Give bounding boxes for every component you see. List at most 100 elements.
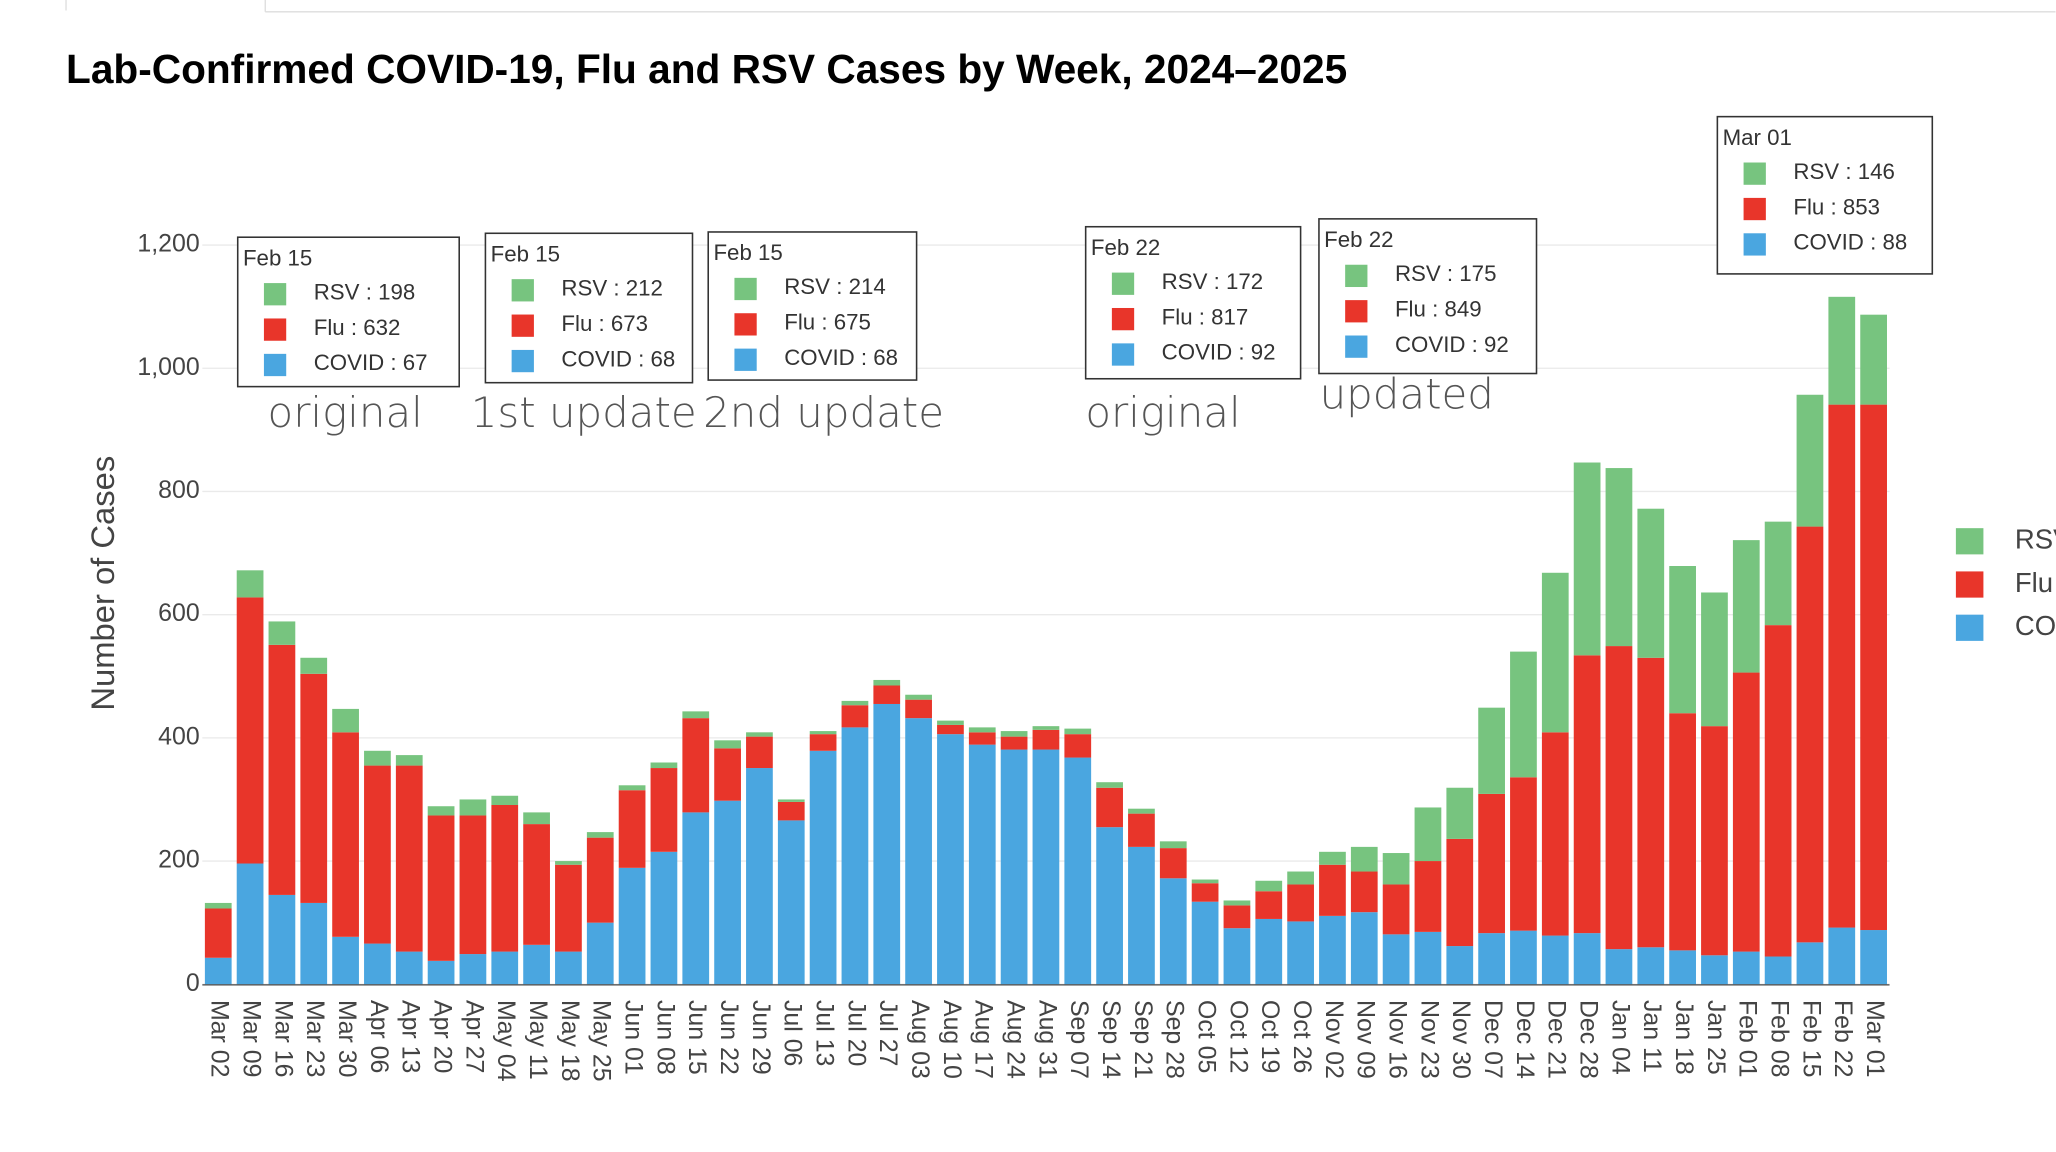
tooltip-item: COVID : 68 xyxy=(561,346,675,371)
x-tick-label: Oct 26 xyxy=(1288,1000,1316,1073)
bar-segment xyxy=(364,750,391,766)
bar-segment xyxy=(1191,883,1219,902)
bar-segment xyxy=(1319,851,1346,865)
bar-segment xyxy=(1159,841,1187,849)
bar-segment xyxy=(1732,540,1760,673)
bar-segment xyxy=(873,685,901,704)
bar-segment xyxy=(1000,736,1028,750)
bar-segment xyxy=(746,732,773,737)
x-tick-label: Oct 05 xyxy=(1193,1000,1221,1073)
x-tick-label: Dec 07 xyxy=(1479,1000,1507,1079)
tooltip-item: RSV : 198 xyxy=(314,279,415,304)
tooltip-swatch xyxy=(511,349,534,373)
bar-segment xyxy=(968,732,996,745)
x-tick-label: Jan 04 xyxy=(1606,1000,1634,1075)
bar-segment xyxy=(1128,808,1155,814)
bar-segment xyxy=(1255,918,1283,985)
bar-segment xyxy=(937,724,964,735)
bar-segment xyxy=(555,861,582,865)
bar-segment xyxy=(682,718,710,813)
x-tick-label: Feb 15 xyxy=(1797,1000,1825,1078)
tooltip-swatch xyxy=(263,318,287,341)
bar-segment xyxy=(236,863,264,985)
bar-segment xyxy=(1510,651,1537,778)
bar-segment xyxy=(1223,905,1251,929)
bar-segment xyxy=(1032,729,1060,750)
x-tick-label: Apr 27 xyxy=(460,1000,488,1073)
bar-segment xyxy=(905,694,932,700)
bar-segment xyxy=(873,679,901,686)
bar-segment xyxy=(650,768,678,852)
bar-segment xyxy=(618,790,646,868)
tooltip-item: Flu : 849 xyxy=(1395,296,1482,321)
tooltip-caption: updated xyxy=(1320,370,1494,419)
x-tick-label: Dec 14 xyxy=(1511,1000,1539,1079)
x-tick-label: May 25 xyxy=(588,1000,616,1082)
x-tick-label: Sep 07 xyxy=(1065,1000,1093,1079)
tooltip-item: COVID : 68 xyxy=(784,345,898,370)
bar-segment xyxy=(1860,930,1887,985)
bar-segment xyxy=(618,867,646,985)
bar-segment xyxy=(1128,846,1155,985)
bar-segment xyxy=(968,744,996,985)
x-tick-label: Jan 25 xyxy=(1702,1000,1730,1075)
bar-segment xyxy=(204,908,232,958)
bar-segment xyxy=(1191,879,1219,884)
bar-segment xyxy=(1223,928,1251,985)
bar-segment xyxy=(523,812,550,825)
bar-segment xyxy=(1701,592,1728,727)
x-tick-label: Nov 02 xyxy=(1320,1000,1348,1079)
x-tick-label: Jun 15 xyxy=(683,1000,711,1075)
bar-segment xyxy=(300,673,328,903)
x-tick-label: Jul 06 xyxy=(779,1000,807,1066)
bar-segment xyxy=(1287,884,1314,922)
bar-segment xyxy=(332,708,359,733)
bar-segment xyxy=(714,740,741,749)
x-tick-label: Nov 16 xyxy=(1384,1000,1412,1079)
bar-segment xyxy=(1446,946,1474,985)
bar-segment xyxy=(395,951,423,985)
chart-title: Lab-Confirmed COVID-19, Flu and RSV Case… xyxy=(66,46,1347,92)
bar-segment xyxy=(491,951,519,985)
bar-segment xyxy=(1796,526,1824,943)
bar-segment xyxy=(1573,655,1601,934)
x-tick-label: Jul 27 xyxy=(874,1000,902,1066)
bar-segment xyxy=(873,703,901,985)
x-tick-label: Sep 21 xyxy=(1129,1000,1157,1079)
bar-segment xyxy=(268,621,296,645)
bar-segment xyxy=(1860,314,1887,405)
bar-segment xyxy=(1701,955,1728,985)
bar-segment xyxy=(1764,956,1792,985)
bar-segment xyxy=(1064,757,1092,985)
tooltip-swatch xyxy=(1345,264,1368,288)
x-tick-label: May 11 xyxy=(524,1000,552,1080)
x-tick-label: Mar 01 xyxy=(1861,1000,1889,1077)
tooltip-title: Feb 15 xyxy=(491,241,560,266)
x-tick-label: Jan 18 xyxy=(1670,1000,1698,1075)
bar-segment xyxy=(236,597,264,864)
x-tick-label: May 04 xyxy=(492,1000,520,1082)
bar-segment xyxy=(236,570,264,598)
x-tick-label: Mar 02 xyxy=(206,1000,234,1077)
x-tick-label: Jul 13 xyxy=(811,1000,839,1066)
bar-segment xyxy=(1796,394,1824,527)
x-tick-label: Dec 28 xyxy=(1575,1000,1603,1079)
bar-segment xyxy=(1382,853,1410,885)
tooltip-item: COVID : 88 xyxy=(1793,230,1907,255)
bar-segment xyxy=(1446,787,1474,839)
bar-segment xyxy=(968,727,996,733)
bar-segment xyxy=(777,799,805,802)
bar-segment xyxy=(1605,468,1633,647)
bar-segment xyxy=(1541,572,1569,733)
tooltip-item: Flu : 817 xyxy=(1162,304,1249,329)
bar-segment xyxy=(1541,732,1569,936)
tooltip-swatch xyxy=(1345,335,1368,358)
tooltip-caption: 1st update xyxy=(471,388,697,437)
tooltip-swatch xyxy=(263,353,287,377)
tooltip-item: RSV : 175 xyxy=(1395,261,1497,286)
bar-segment xyxy=(1541,935,1569,985)
x-tick-label: May 18 xyxy=(556,1000,584,1082)
y-tick-label: 0 xyxy=(186,969,200,997)
tooltip-swatch xyxy=(1111,343,1135,366)
tooltip-item: RSV : 146 xyxy=(1793,159,1895,184)
